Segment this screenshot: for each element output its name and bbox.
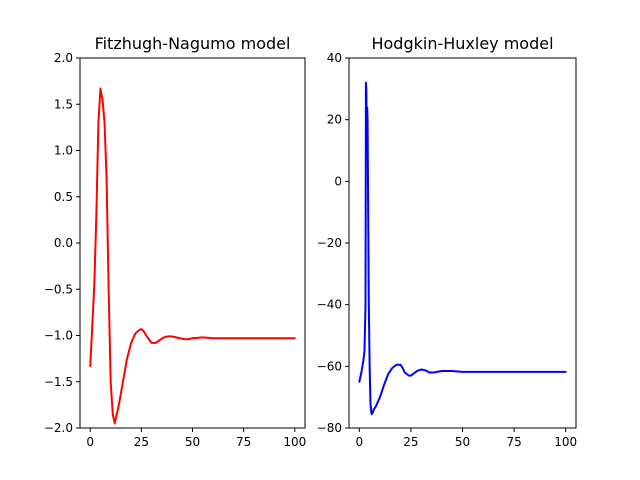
hodgkin-huxley-x-tick-label: 0 [355, 435, 363, 449]
fitzhugh-nagumo-y-tick-label: 1.0 [54, 144, 73, 158]
fitzhugh-nagumo-plot-area [79, 57, 306, 429]
hodgkin-huxley-y-tick-label: −80 [317, 421, 342, 435]
fitzhugh-nagumo-y-tick-label: 1.5 [54, 97, 73, 111]
fitzhugh-nagumo-y-tick-label: −0.5 [44, 282, 73, 296]
hodgkin-huxley-y-tick-label: 0 [334, 174, 342, 188]
hodgkin-huxley-y-tick-label: −40 [317, 298, 342, 312]
fitzhugh-nagumo-chart-title: Fitzhugh-Nagumo model [95, 34, 291, 53]
hodgkin-huxley-y-tick-label: −20 [317, 236, 342, 250]
fitzhugh-nagumo-y-tick-label: 0.5 [54, 190, 73, 204]
fitzhugh-nagumo-y-tick-label: 2.0 [54, 51, 73, 65]
fitzhugh-nagumo-series-line-0 [89, 87, 296, 425]
hodgkin-huxley-x-tick-label: 75 [506, 435, 521, 449]
fitzhugh-nagumo-x-tick-label: 100 [283, 435, 306, 449]
fitzhugh-nagumo-x-tick-label: 0 [86, 435, 94, 449]
fitzhugh-nagumo-y-tick-label: −1.0 [44, 329, 73, 343]
hodgkin-huxley-plot-area [348, 57, 577, 429]
fitzhugh-nagumo-x-tick-label: 75 [236, 435, 251, 449]
fitzhugh-nagumo-panel: 0 25 50 75 100 −2.0 −1.5 −1.0 −0.5 0.0 0.5 1.0 1.5 2.… [44, 34, 306, 449]
fitzhugh-nagumo-x-tick-label: 50 [185, 435, 200, 449]
hodgkin-huxley-y-tick-label: −60 [317, 359, 342, 373]
hodgkin-huxley-panel: 0 25 50 75 100 −80 −60 −40 −20 0 20 40 Hodgkin-Huxle… [317, 34, 577, 449]
hodgkin-huxley-x-tick-label: 25 [403, 435, 418, 449]
hodgkin-huxley-y-tick-label: 40 [327, 51, 342, 65]
hodgkin-huxley-y-tick-label: 20 [327, 113, 342, 127]
hodgkin-huxley-chart-title: Hodgkin-Huxley model [371, 34, 553, 53]
hodgkin-huxley-series-line-0 [358, 81, 567, 416]
hodgkin-huxley-x-tick-label: 50 [455, 435, 470, 449]
fitzhugh-nagumo-y-tick-label: 0.0 [54, 236, 73, 250]
fitzhugh-nagumo-y-tick-label: −2.0 [44, 421, 73, 435]
fitzhugh-nagumo-x-tick-label: 25 [134, 435, 149, 449]
fitzhugh-nagumo-y-tick-label: −1.5 [44, 375, 73, 389]
hodgkin-huxley-x-tick-label: 100 [554, 435, 577, 449]
